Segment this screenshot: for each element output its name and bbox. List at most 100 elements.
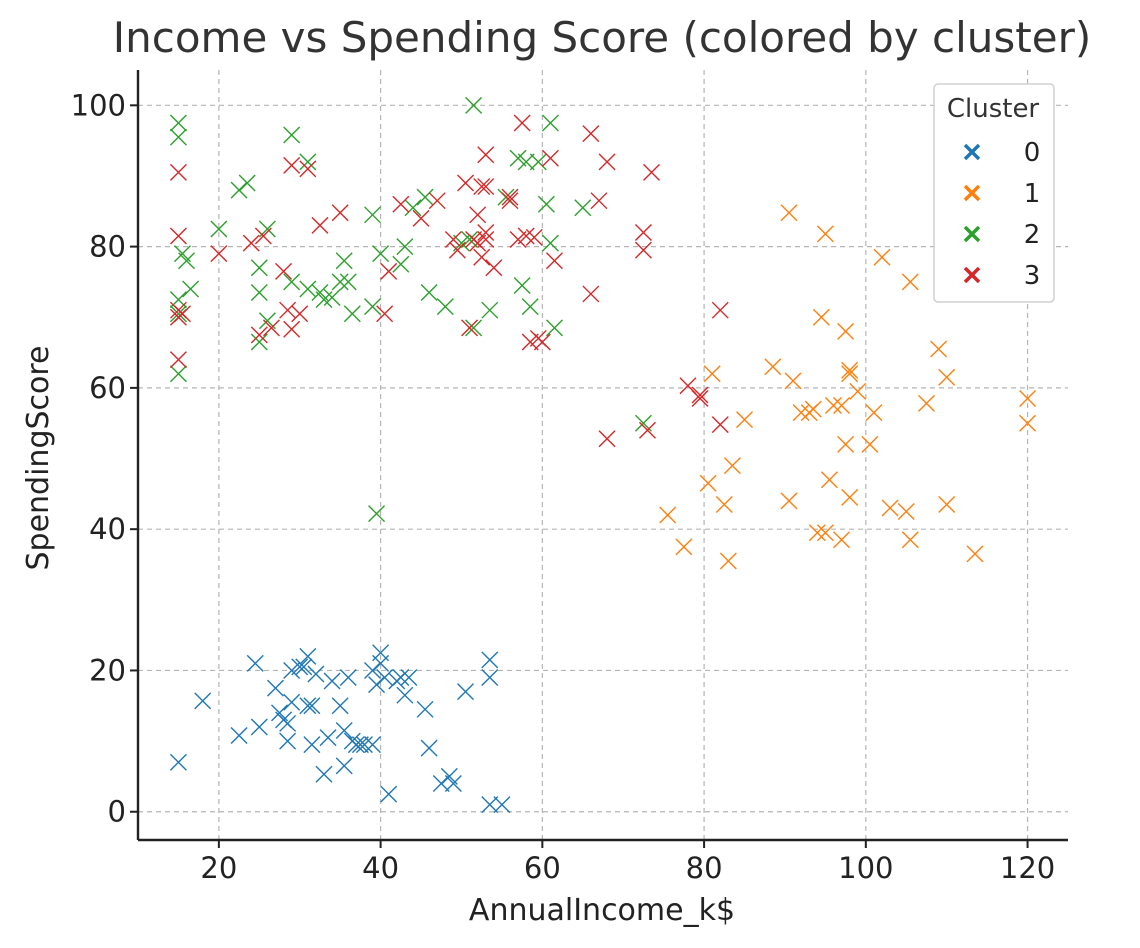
data-point-cluster-3	[457, 174, 475, 192]
data-point-cluster-2	[250, 284, 268, 302]
data-point-cluster-2	[169, 128, 187, 146]
data-point-cluster-2	[416, 188, 434, 206]
y-tick-label: 80	[89, 230, 126, 264]
x-tick-label: 80	[686, 851, 723, 885]
axes	[136, 70, 1068, 842]
data-point-cluster-3	[473, 248, 491, 266]
data-point-cluster-1	[881, 499, 899, 517]
data-point-cluster-1	[816, 524, 834, 542]
data-point-cluster-0	[372, 654, 390, 672]
data-point-cluster-2	[465, 96, 483, 114]
data-point-cluster-3	[643, 163, 661, 181]
data-point-cluster-0	[351, 736, 369, 754]
data-point-cluster-1	[659, 506, 677, 524]
data-point-cluster-2	[517, 153, 535, 171]
data-point-cluster-2	[210, 220, 228, 238]
grid-lines	[138, 70, 1068, 840]
data-point-cluster-1	[808, 524, 826, 542]
data-point-cluster-1	[764, 358, 782, 376]
data-point-cluster-1	[736, 411, 754, 429]
data-point-cluster-2	[178, 252, 196, 270]
data-point-cluster-1	[837, 435, 855, 453]
data-point-cluster-2	[574, 199, 592, 217]
data-point-cluster-2	[182, 280, 200, 298]
data-point-cluster-3	[311, 216, 329, 234]
data-point-cluster-0	[303, 697, 321, 715]
x-tick-label: 20	[200, 851, 237, 885]
data-point-cluster-1	[780, 204, 798, 222]
data-point-cluster-0	[481, 796, 499, 814]
data-point-cluster-1	[861, 435, 879, 453]
data-point-cluster-0	[368, 676, 386, 694]
data-point-cluster-3	[254, 227, 272, 245]
data-point-cluster-1	[833, 397, 851, 415]
data-point-cluster-0	[194, 692, 212, 710]
data-point-cluster-3	[477, 178, 495, 196]
data-point-cluster-1	[816, 225, 834, 243]
data-point-cluster-0	[457, 683, 475, 701]
data-points	[169, 96, 1037, 814]
data-point-cluster-0	[355, 736, 373, 754]
data-point-cluster-0	[319, 729, 337, 747]
data-point-cluster-3	[711, 416, 729, 434]
data-point-cluster-1	[833, 531, 851, 549]
data-point-cluster-3	[283, 320, 301, 338]
chart-title: Income vs Spending Score (colored by clu…	[113, 13, 1092, 62]
data-point-cluster-1	[675, 538, 693, 556]
data-point-cluster-0	[331, 697, 349, 715]
data-point-cluster-2	[250, 333, 268, 351]
data-point-cluster-3	[275, 262, 293, 280]
data-point-cluster-1	[715, 495, 733, 513]
legend-marker-3	[963, 266, 981, 284]
data-point-cluster-0	[493, 796, 511, 814]
data-point-cluster-0	[481, 669, 499, 687]
data-point-cluster-2	[392, 255, 410, 273]
x-tick-label: 120	[1000, 851, 1055, 885]
data-point-cluster-2	[404, 199, 422, 217]
data-point-cluster-2	[250, 259, 268, 277]
data-point-cluster-0	[283, 693, 301, 711]
data-point-cluster-3	[582, 125, 600, 143]
y-tick-label: 100	[71, 88, 126, 122]
data-point-cluster-3	[242, 234, 260, 252]
data-point-cluster-2	[541, 114, 559, 132]
data-point-cluster-3	[485, 259, 503, 277]
data-point-cluster-2	[331, 273, 349, 291]
data-point-cluster-0	[392, 669, 410, 687]
data-point-cluster-2	[537, 195, 555, 213]
data-point-cluster-3	[262, 319, 280, 337]
data-point-cluster-3	[428, 192, 446, 210]
legend-marker-2	[963, 225, 981, 243]
legend-label-3: 3	[1024, 261, 1041, 291]
data-point-cluster-0	[279, 732, 297, 750]
data-point-cluster-3	[210, 245, 228, 263]
legend-marker-1	[963, 184, 981, 202]
data-point-cluster-1	[792, 404, 810, 422]
data-point-cluster-2	[230, 181, 248, 199]
data-point-cluster-2	[238, 174, 256, 192]
data-point-cluster-1	[824, 397, 842, 415]
legend-box	[933, 83, 1055, 303]
data-point-cluster-0	[444, 774, 462, 792]
legend-title: Cluster	[947, 94, 1040, 124]
data-point-cluster-0	[315, 765, 333, 783]
data-point-cluster-1	[897, 503, 915, 521]
data-point-cluster-1	[901, 531, 919, 549]
data-point-cluster-1	[865, 404, 883, 422]
data-point-cluster-0	[376, 669, 394, 687]
data-point-cluster-1	[784, 372, 802, 390]
data-point-cluster-3	[250, 326, 268, 344]
data-point-cluster-3	[279, 301, 297, 319]
data-point-cluster-1	[901, 273, 919, 291]
data-point-cluster-1	[849, 382, 867, 400]
data-point-cluster-3	[392, 195, 410, 213]
data-point-cluster-1	[820, 471, 838, 489]
data-point-cluster-3	[711, 301, 729, 319]
data-point-cluster-2	[299, 280, 317, 298]
data-point-cluster-0	[416, 700, 434, 718]
data-point-cluster-1	[873, 248, 891, 266]
data-point-cluster-2	[372, 245, 390, 263]
data-point-cluster-0	[400, 669, 418, 687]
data-point-cluster-0	[303, 736, 321, 754]
